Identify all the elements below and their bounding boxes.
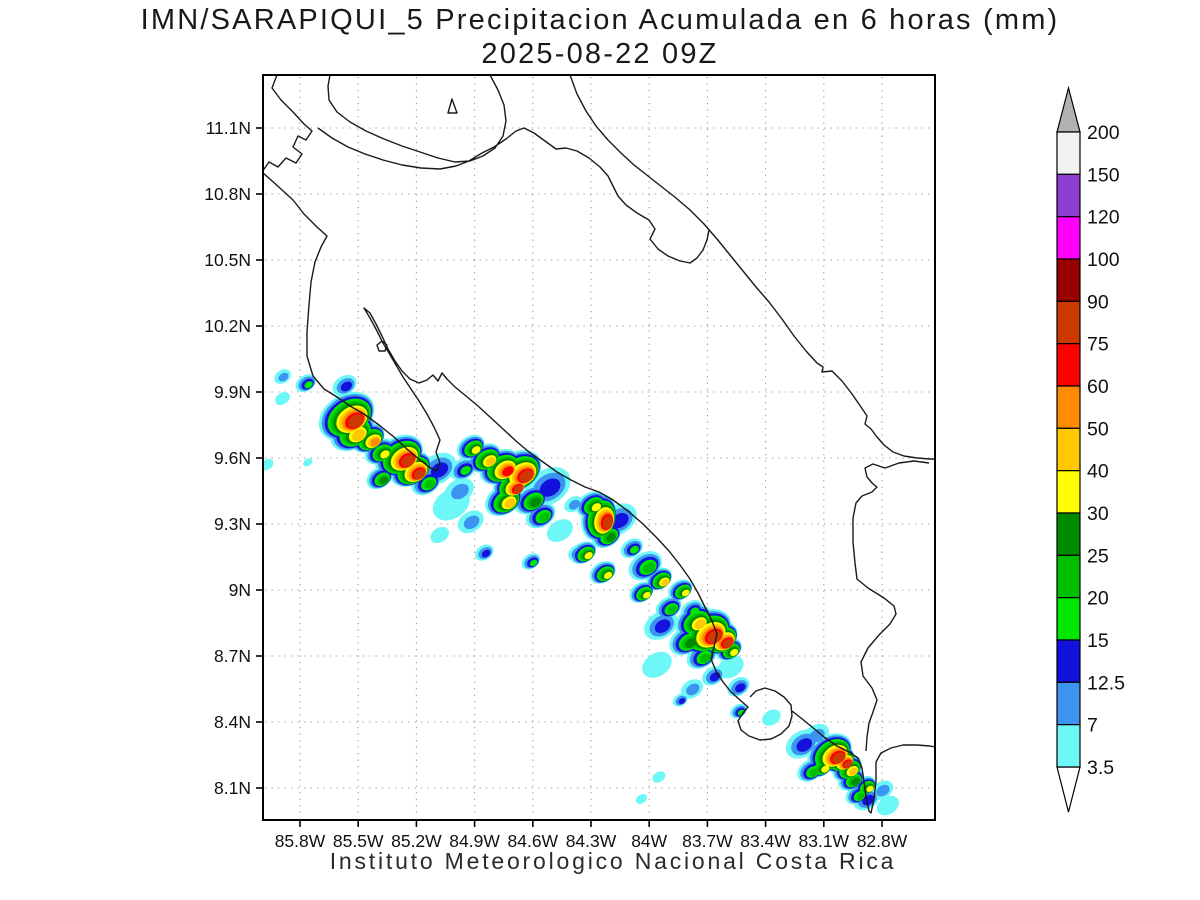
lon-tick-label: 83.7W bbox=[682, 831, 733, 851]
colorbar-label: 30 bbox=[1087, 503, 1109, 525]
colorbar-label: 150 bbox=[1087, 164, 1120, 186]
colorbar-box bbox=[1056, 216, 1081, 260]
colorbar-label: 7 bbox=[1087, 715, 1098, 737]
colorbar-label: 60 bbox=[1087, 376, 1109, 398]
axis-tick-labels: 11.1N 10.8N 10.5N 10.2N 9.9N 9.6N 9.3N 9N 8.7N 8.… bbox=[204, 118, 907, 851]
colorbar-box bbox=[1056, 554, 1081, 599]
colorbar-box bbox=[1056, 343, 1081, 387]
colorbar-arrow-bottom bbox=[1056, 766, 1081, 813]
lat-tick-label: 9.9N bbox=[214, 382, 251, 402]
lon-tick-label: 85.5W bbox=[333, 831, 384, 851]
colorbar-label: 90 bbox=[1087, 291, 1109, 313]
lon-tick-label: 85.2W bbox=[391, 831, 442, 851]
colorbar-label: 25 bbox=[1087, 545, 1109, 567]
colorbar-label: 40 bbox=[1087, 461, 1109, 483]
precipitation-field bbox=[263, 369, 899, 816]
colorbar-label: 120 bbox=[1087, 207, 1120, 229]
lon-tick-label: 84.3W bbox=[566, 831, 617, 851]
lat-tick-label: 8.1N bbox=[214, 778, 251, 798]
colorbar-box bbox=[1056, 597, 1081, 641]
coastline bbox=[263, 75, 935, 814]
chart-title: IMN/SARAPIQUI_5 Precipitacion Acumulada … bbox=[140, 4, 1060, 36]
lat-tick-label: 10.8N bbox=[204, 184, 251, 204]
colorbar-label: 12.5 bbox=[1087, 672, 1125, 694]
colorbar-label: 20 bbox=[1087, 588, 1109, 610]
lon-tick-label: 84W bbox=[631, 831, 667, 851]
lon-tick-label: 84.9W bbox=[449, 831, 500, 851]
lon-tick-label: 85.8W bbox=[275, 831, 326, 851]
chart-subtitle: 2025-08-22 09Z bbox=[481, 38, 719, 70]
colorbar-box bbox=[1056, 724, 1081, 768]
lat-tick-label: 11.1N bbox=[206, 118, 251, 138]
colorbar-box bbox=[1056, 131, 1081, 175]
axis-ticks bbox=[256, 127, 883, 827]
colorbar-arrow-top bbox=[1056, 85, 1081, 133]
lat-tick-label: 10.5N bbox=[204, 250, 251, 270]
colorbar-label: 15 bbox=[1087, 630, 1109, 652]
colorbar-label: 75 bbox=[1087, 334, 1109, 356]
lon-tick-label: 83.1W bbox=[799, 831, 850, 851]
chart-header: IMN/SARAPIQUI_5 Precipitacion Acumulada … bbox=[0, 4, 1200, 71]
lon-tick-label: 84.6W bbox=[508, 831, 559, 851]
colorbar-box bbox=[1056, 639, 1081, 683]
colorbar-box bbox=[1056, 681, 1081, 726]
colorbar: 200 150 120 100 90 75 60 50 40 30 25 20 15 12.5 7 3.5 bbox=[1056, 85, 1125, 813]
colorbar-box bbox=[1056, 300, 1081, 345]
colorbar-box bbox=[1056, 385, 1081, 429]
lat-tick-label: 10.2N bbox=[204, 316, 251, 336]
colorbar-label: 100 bbox=[1087, 249, 1120, 271]
footer-credit: Instituto Meteorologico Nacional Costa R… bbox=[329, 848, 897, 874]
colorbar-label: 200 bbox=[1087, 122, 1120, 144]
colorbar-box bbox=[1056, 512, 1081, 556]
lat-tick-label: 9.3N bbox=[214, 514, 251, 534]
lat-tick-label: 8.7N bbox=[214, 646, 251, 666]
colorbar-box bbox=[1056, 427, 1081, 472]
lat-tick-label: 8.4N bbox=[214, 712, 251, 732]
colorbar-label: 50 bbox=[1087, 418, 1109, 440]
colorbar-label: 3.5 bbox=[1087, 757, 1114, 779]
lat-tick-label: 9.6N bbox=[214, 448, 251, 468]
lon-tick-label: 82.8W bbox=[857, 831, 908, 851]
map-frame bbox=[262, 74, 936, 821]
colorbar-box bbox=[1056, 258, 1081, 302]
lon-tick-label: 83.4W bbox=[740, 831, 791, 851]
lat-tick-label: 9N bbox=[229, 580, 251, 600]
colorbar-box bbox=[1056, 173, 1081, 218]
colorbar-box bbox=[1056, 470, 1081, 514]
